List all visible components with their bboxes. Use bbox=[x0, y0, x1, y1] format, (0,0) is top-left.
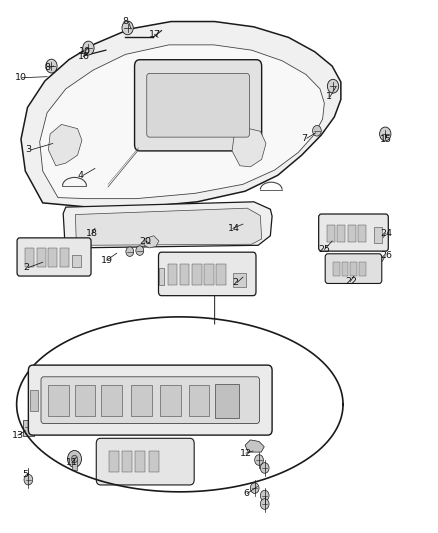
Circle shape bbox=[46, 59, 57, 73]
FancyBboxPatch shape bbox=[319, 214, 389, 251]
FancyBboxPatch shape bbox=[17, 238, 91, 276]
Text: 10: 10 bbox=[15, 73, 27, 82]
Text: 2: 2 bbox=[23, 263, 29, 272]
FancyBboxPatch shape bbox=[325, 254, 382, 284]
Polygon shape bbox=[232, 127, 266, 167]
Bar bbox=[135, 451, 145, 472]
Circle shape bbox=[254, 455, 263, 465]
FancyBboxPatch shape bbox=[41, 377, 259, 423]
Bar bbox=[348, 224, 356, 241]
Bar bbox=[159, 268, 164, 285]
Bar bbox=[30, 390, 38, 411]
Polygon shape bbox=[40, 45, 324, 199]
Bar bbox=[48, 385, 69, 416]
Bar bbox=[342, 262, 348, 276]
Polygon shape bbox=[144, 236, 159, 248]
Bar bbox=[23, 420, 34, 436]
Bar bbox=[374, 227, 382, 243]
Text: 1: 1 bbox=[325, 92, 332, 101]
Bar bbox=[204, 264, 214, 285]
Text: 16: 16 bbox=[78, 52, 89, 61]
FancyBboxPatch shape bbox=[134, 60, 261, 151]
Circle shape bbox=[327, 79, 339, 93]
Bar bbox=[149, 451, 159, 472]
Bar bbox=[25, 248, 34, 266]
Bar bbox=[215, 384, 239, 418]
Bar bbox=[122, 451, 132, 472]
Text: 2: 2 bbox=[232, 278, 238, 287]
Bar bbox=[168, 264, 177, 285]
Bar bbox=[350, 262, 357, 276]
Text: 13: 13 bbox=[12, 431, 25, 440]
Circle shape bbox=[260, 499, 269, 510]
Circle shape bbox=[67, 450, 81, 467]
Circle shape bbox=[136, 246, 144, 255]
Circle shape bbox=[313, 125, 321, 136]
Circle shape bbox=[260, 463, 269, 473]
Text: 24: 24 bbox=[380, 229, 392, 238]
Bar bbox=[327, 224, 335, 241]
Text: 8: 8 bbox=[122, 17, 128, 26]
Circle shape bbox=[251, 483, 259, 494]
Circle shape bbox=[222, 390, 232, 401]
Polygon shape bbox=[75, 208, 261, 245]
Circle shape bbox=[380, 127, 391, 141]
FancyBboxPatch shape bbox=[147, 74, 250, 137]
Text: 15: 15 bbox=[380, 135, 392, 144]
Text: 26: 26 bbox=[380, 252, 392, 261]
Text: 8: 8 bbox=[44, 63, 50, 71]
Bar bbox=[188, 385, 209, 416]
Polygon shape bbox=[48, 124, 82, 166]
Circle shape bbox=[122, 21, 133, 35]
Text: 20: 20 bbox=[140, 237, 152, 246]
FancyBboxPatch shape bbox=[28, 365, 272, 435]
Bar bbox=[216, 264, 226, 285]
Text: 10: 10 bbox=[79, 47, 91, 56]
Bar bbox=[337, 224, 345, 241]
Text: 11: 11 bbox=[66, 458, 78, 467]
Text: 5: 5 bbox=[22, 470, 28, 479]
Bar bbox=[192, 264, 201, 285]
Text: 7: 7 bbox=[302, 134, 307, 143]
Bar bbox=[180, 264, 189, 285]
Text: 6: 6 bbox=[243, 489, 249, 498]
Bar bbox=[333, 262, 339, 276]
Circle shape bbox=[260, 490, 269, 501]
Bar bbox=[74, 385, 95, 416]
FancyBboxPatch shape bbox=[159, 252, 256, 296]
Circle shape bbox=[83, 41, 94, 55]
Text: 12: 12 bbox=[240, 449, 252, 458]
Bar bbox=[160, 385, 181, 416]
Text: 17: 17 bbox=[149, 30, 161, 39]
Circle shape bbox=[24, 474, 33, 485]
Text: 19: 19 bbox=[101, 256, 113, 265]
Text: 25: 25 bbox=[318, 245, 330, 254]
Text: 3: 3 bbox=[25, 146, 32, 155]
Polygon shape bbox=[63, 202, 272, 248]
Polygon shape bbox=[245, 440, 264, 452]
Text: 4: 4 bbox=[78, 171, 84, 180]
Bar bbox=[101, 385, 121, 416]
Bar bbox=[358, 224, 366, 241]
Bar bbox=[359, 262, 366, 276]
Bar bbox=[233, 273, 246, 287]
FancyBboxPatch shape bbox=[96, 438, 194, 485]
Text: 22: 22 bbox=[345, 277, 357, 286]
Polygon shape bbox=[21, 21, 341, 207]
Circle shape bbox=[126, 247, 134, 256]
Bar bbox=[131, 385, 152, 416]
Bar bbox=[37, 248, 46, 266]
Bar bbox=[60, 248, 69, 266]
Bar bbox=[48, 248, 57, 266]
Circle shape bbox=[71, 455, 78, 463]
Text: 14: 14 bbox=[228, 224, 240, 233]
Bar bbox=[72, 255, 81, 266]
Text: 18: 18 bbox=[86, 229, 98, 238]
Bar bbox=[72, 460, 77, 470]
Bar bbox=[110, 451, 119, 472]
